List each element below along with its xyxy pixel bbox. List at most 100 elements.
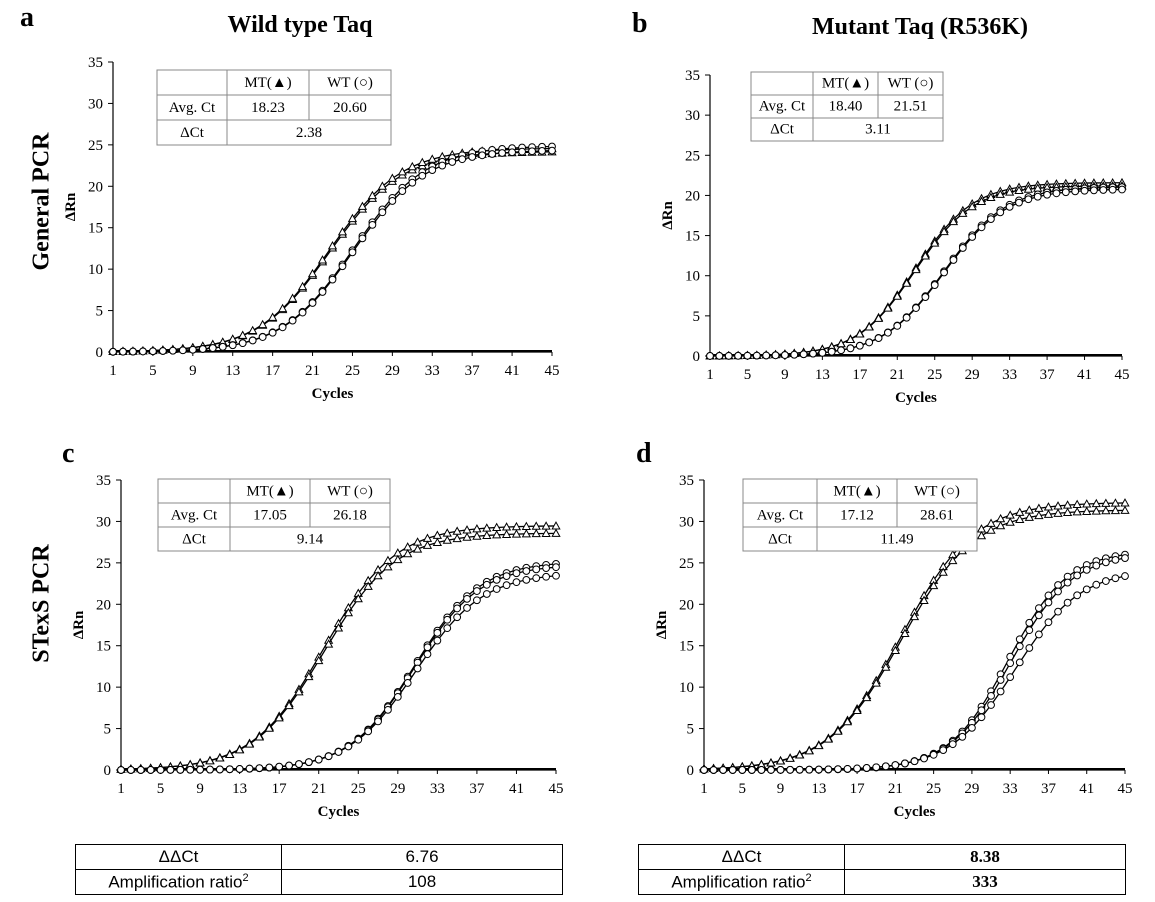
circle-point [156,766,165,774]
circle-point [920,754,928,763]
triangle-point [427,154,437,163]
circle-point [1082,565,1091,574]
circle-point [136,766,145,774]
y-tick-label: 5 [96,304,104,320]
triangle-point [883,303,893,312]
circle-point [198,345,207,353]
triangle-point [205,755,215,765]
ct-header-wt: WT (○) [327,75,373,91]
ct-table-a: MT(▲) WT (○) Avg. Ct 18.23 20.60 ΔCt 2.38 [156,69,392,146]
circle-point [968,723,976,732]
triangle-point [531,528,541,538]
circle-point [1101,558,1110,567]
triangle-point [928,580,939,590]
ct-header-mt: MT(▲) [244,75,291,91]
circle-point [948,740,957,749]
x-tick-label: 5 [744,367,752,383]
triangle-point [909,611,920,621]
triangle-point [804,746,814,755]
circle-point [719,766,728,774]
circle-point [1033,192,1042,201]
triangle-point [363,581,373,590]
x-tick-label: 1 [117,781,125,797]
triangle-point [976,530,987,540]
circle-point [298,308,307,317]
circle-point [245,764,254,773]
circle-point [1063,598,1072,607]
circle-point [1052,189,1061,198]
circle-point [378,208,387,217]
circle-point [939,746,948,755]
triangle-point [958,208,968,217]
x-tick-label: 37 [469,781,485,797]
circle-point [1092,561,1101,570]
delta-ct-label: ΔCt [768,531,793,547]
circle-point [314,755,323,764]
circle-point [186,765,195,774]
ct-header-mt: MT(▲) [833,483,880,499]
triangle-point [939,226,949,236]
summary-row-ddct: ΔΔCt 6.76 [75,844,563,870]
y-tick-label: 20 [679,597,694,613]
circle-point [1108,185,1117,194]
triangle-point [412,544,423,553]
triangle-point [307,268,318,278]
avg-ct-wt: 26.18 [333,507,367,523]
delta-ct-value: 9.14 [297,531,324,547]
circle-point [827,347,836,356]
x-tick-label: 45 [549,781,564,797]
triangle-point [836,338,846,348]
circle-point [453,613,462,622]
x-tick-label: 29 [385,363,400,379]
x-tick-label: 25 [351,781,366,797]
y-axis-title: ΔRn [63,192,79,221]
triangle-point [842,716,853,726]
triangle-point [1004,187,1015,196]
triangle-point [333,623,344,632]
circle-point [268,328,277,337]
triangle-point [900,628,910,637]
circle-point [805,765,814,774]
circle-point [354,735,363,744]
column-title-wild-type: Wild type Taq [227,12,373,38]
ct-header-wt: WT (○) [327,483,373,499]
circle-point [552,571,560,580]
x-tick-label: 33 [430,781,445,797]
series-line [703,557,1126,771]
triangle-point [995,189,1005,198]
ct-table-d: MT(▲) WT (○) Avg. Ct 17.12 28.61 ΔCt 11.49 [742,478,978,552]
triangle-point [1082,506,1092,515]
series-line [703,575,1126,771]
series-line [120,566,557,771]
x-tick-label: 33 [425,363,440,379]
x-tick-label: 5 [149,363,157,379]
circle-point [977,713,986,722]
circle-point [940,268,948,277]
y-tick-label: 10 [679,680,694,696]
circle-point [1111,574,1120,583]
avg-ct-wt: 28.61 [920,507,954,523]
triangle-point [833,726,843,735]
avg-ct-label: Avg. Ct [759,99,806,115]
circle-point [977,223,986,232]
circle-point [418,171,427,180]
y-axis-title: ΔRn [654,610,670,639]
series-mt-1 [705,181,1127,360]
ddct-value: 8.38 [844,844,1126,870]
circle-point [1025,644,1034,652]
circle-point [188,345,197,354]
circle-point [344,742,353,751]
x-tick-label: 9 [777,781,785,797]
ct-header-wt: WT (○) [888,76,934,92]
x-tick-label: 29 [965,367,980,383]
circle-point [910,757,919,766]
circle-point [318,288,327,296]
triangle-point [862,692,872,702]
panel-letter-c: c [62,438,75,469]
triangle-point [986,192,996,201]
circle-point [166,765,175,774]
triangle-point [215,753,225,762]
triangle-point [337,227,348,236]
